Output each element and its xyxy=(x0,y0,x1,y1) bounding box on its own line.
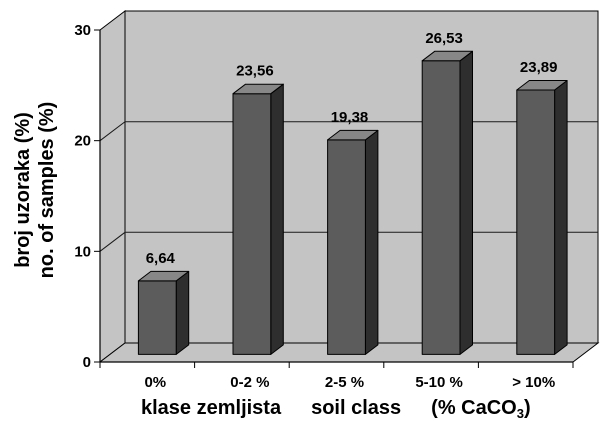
bar xyxy=(232,83,284,355)
bar xyxy=(137,270,190,355)
y-tick-label: 20 xyxy=(74,133,91,150)
bar xyxy=(327,129,379,355)
bar-side-face xyxy=(459,50,473,355)
bar-top-face xyxy=(421,50,473,62)
data-label: 26,53 xyxy=(425,30,463,47)
data-label: 6,64 xyxy=(146,250,176,267)
x-axis-title-part: ) xyxy=(524,397,531,419)
y-tick-label: 30 xyxy=(74,22,91,39)
data-label: 19,38 xyxy=(331,109,369,126)
x-tick-label: 5-10 % xyxy=(415,374,463,391)
x-tick-label: > 10% xyxy=(512,374,555,391)
bar xyxy=(516,80,568,355)
y-axis-title-line: broj uzoraka (%) xyxy=(12,112,34,268)
x-tick-label: 2-5 % xyxy=(325,374,364,391)
bar-side-face xyxy=(364,129,379,355)
y-axis-title: broj uzoraka (%) no. of samples (%) xyxy=(12,102,58,279)
bar-front-face xyxy=(137,280,177,355)
bars xyxy=(137,50,568,355)
bar-side-face xyxy=(270,83,284,355)
x-axis-title: klase zemljista soil class (% CaCO3) xyxy=(141,397,531,421)
x-tick-label: 0-2 % xyxy=(230,374,269,391)
y-tick-label: 10 xyxy=(74,243,91,260)
y-tick-label: 0 xyxy=(83,354,91,371)
bar-side-face xyxy=(554,80,568,355)
bar-top-face xyxy=(516,80,568,91)
data-label: 23,56 xyxy=(236,63,274,80)
bar xyxy=(421,50,473,355)
x-axis-title-part: (% CaCO xyxy=(431,397,517,419)
bar-front-face xyxy=(516,89,556,355)
bar-front-face xyxy=(232,93,272,355)
bar-front-face xyxy=(421,60,461,355)
bar-side-face xyxy=(175,270,190,355)
x-axis-title-subscript: 3 xyxy=(517,406,524,421)
x-axis-ticks: 0% 0-2 % 2-5 % 5-10 % > 10% xyxy=(99,362,574,391)
data-label: 23,89 xyxy=(520,59,558,76)
x-axis-title-part: klase zemljista xyxy=(141,397,282,419)
bar-top-face xyxy=(232,83,284,95)
bar-front-face xyxy=(327,139,366,355)
bar-top-face xyxy=(327,129,379,141)
y-axis-ticks: 0 10 20 30 xyxy=(74,22,100,371)
bar-top-face xyxy=(137,270,190,282)
axes xyxy=(99,30,573,363)
y-axis-title-line: no. of samples (%) xyxy=(36,102,58,279)
x-tick-label: 0% xyxy=(144,374,166,391)
side-wall xyxy=(99,9,126,364)
data-labels: 6,64 23,56 19,38 26,53 23,89 xyxy=(146,30,558,267)
x-axis-title-part: soil class xyxy=(311,397,401,419)
